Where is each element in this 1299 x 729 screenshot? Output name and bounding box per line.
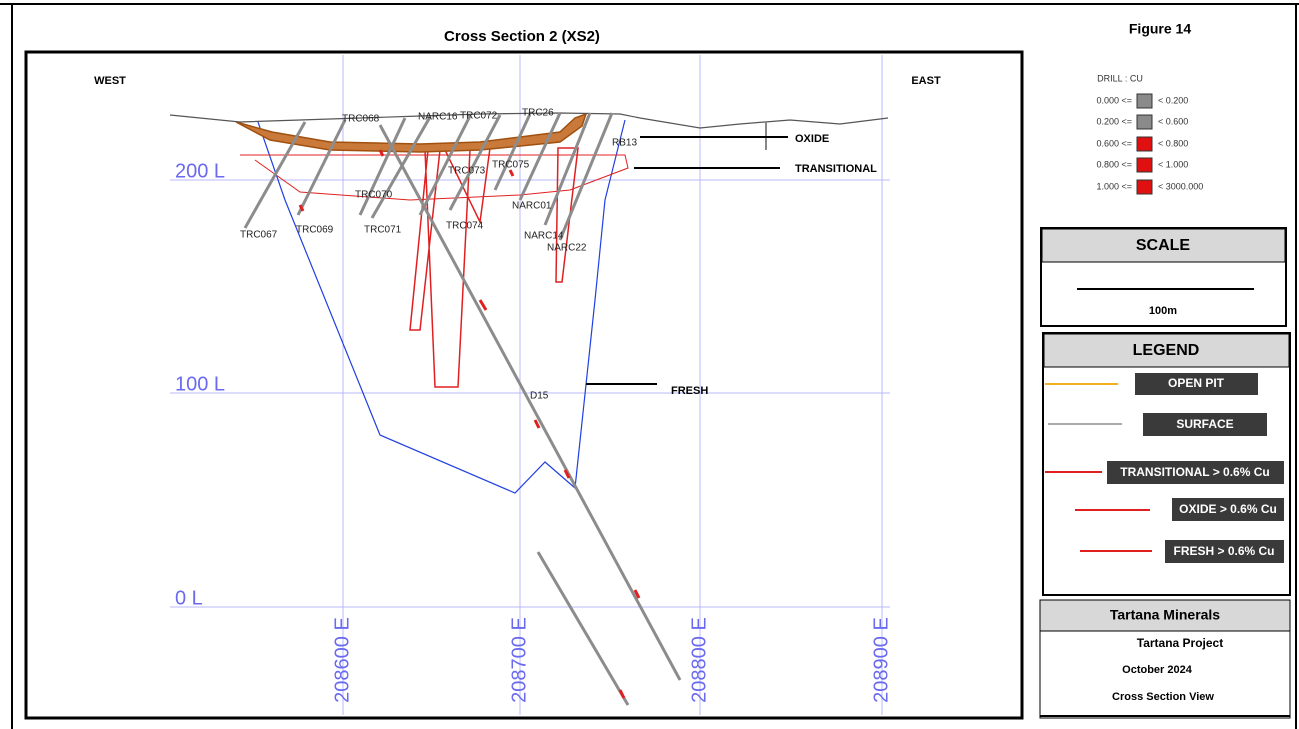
- hole-label: TRC074: [446, 221, 484, 232]
- swatch: [1137, 180, 1152, 194]
- legend-title: LEGEND: [1133, 342, 1200, 359]
- zone-label: OXIDE: [795, 133, 829, 145]
- figure: Cross Section 2 (XS2) Figure 14 WEST EAS…: [0, 0, 1299, 729]
- legend-item: SURFACE: [1176, 417, 1233, 431]
- hole-label: NARC14: [524, 231, 564, 242]
- hole-label: NARC16: [418, 112, 458, 123]
- level-label: 0 L: [175, 587, 203, 609]
- easting-label: 208800 E: [688, 617, 710, 703]
- view: Cross Section View: [1112, 691, 1214, 703]
- swatch: [1137, 94, 1152, 108]
- legend-item: OXIDE > 0.6% Cu: [1179, 502, 1277, 516]
- hole-label: TRC071: [364, 225, 402, 236]
- hole-label: TRC072: [460, 111, 498, 122]
- swatch: [1137, 137, 1152, 151]
- hole-label: TRC067: [240, 230, 278, 241]
- legend-item: FRESH > 0.6% Cu: [1173, 544, 1274, 558]
- easting-label: 208900 E: [870, 617, 892, 703]
- hole-label: RB13: [612, 138, 637, 149]
- hole-label: TRC075: [492, 160, 530, 171]
- range-to: < 1.000: [1158, 159, 1188, 169]
- company: Tartana Minerals: [1110, 607, 1220, 623]
- hole-label: TRC26: [522, 108, 554, 119]
- project: Tartana Project: [1137, 636, 1223, 650]
- easting-label: 208700 E: [508, 617, 530, 703]
- range-from: 0.600 <=: [1096, 138, 1132, 148]
- swatch: [1137, 115, 1152, 129]
- easting-label: 208600 E: [331, 617, 353, 703]
- hole-label: TRC068: [342, 114, 380, 125]
- scale-label: 100m: [1149, 305, 1177, 317]
- range-to: < 0.200: [1158, 95, 1188, 105]
- range-from: 0.000 <=: [1096, 95, 1132, 105]
- grid: [170, 55, 890, 715]
- zone-labels: [586, 137, 788, 384]
- hole-label: TRC073: [448, 166, 486, 177]
- level-label: 200 L: [175, 160, 225, 182]
- level-label: 100 L: [175, 373, 225, 395]
- drill-holes: [245, 113, 766, 705]
- range-from: 1.000 <=: [1096, 181, 1132, 191]
- range-from: 0.800 <=: [1096, 159, 1132, 169]
- drill-legend-title: DRILL : CU: [1097, 73, 1143, 83]
- zone-label: FRESH: [671, 385, 708, 397]
- zone-label: TRANSITIONAL: [795, 163, 877, 175]
- hole-label: NARC01: [512, 201, 552, 212]
- hole-label: D15: [530, 391, 549, 402]
- legend-item: OPEN PIT: [1168, 376, 1225, 390]
- figure-number: Figure 14: [1129, 21, 1191, 37]
- legend-item: TRANSITIONAL > 0.6% Cu: [1120, 465, 1269, 479]
- range-to: < 0.600: [1158, 116, 1188, 126]
- hole-label: TRC070: [355, 190, 393, 201]
- range-from: 0.200 <=: [1096, 116, 1132, 126]
- range-to: < 3000.000: [1158, 181, 1203, 191]
- drill-legend: DRILL : CU 0.000 <= < 0.200 0.200 <= < 0…: [1096, 73, 1203, 194]
- title: Cross Section 2 (XS2): [444, 28, 600, 45]
- west-label: WEST: [94, 75, 126, 87]
- scale-title: SCALE: [1136, 237, 1191, 254]
- range-to: < 0.800: [1158, 138, 1188, 148]
- east-label: EAST: [911, 75, 941, 87]
- swatch: [1137, 158, 1152, 172]
- date: October 2024: [1122, 664, 1193, 676]
- hole-label: TRC069: [296, 225, 334, 236]
- hole-label: NARC22: [547, 243, 587, 254]
